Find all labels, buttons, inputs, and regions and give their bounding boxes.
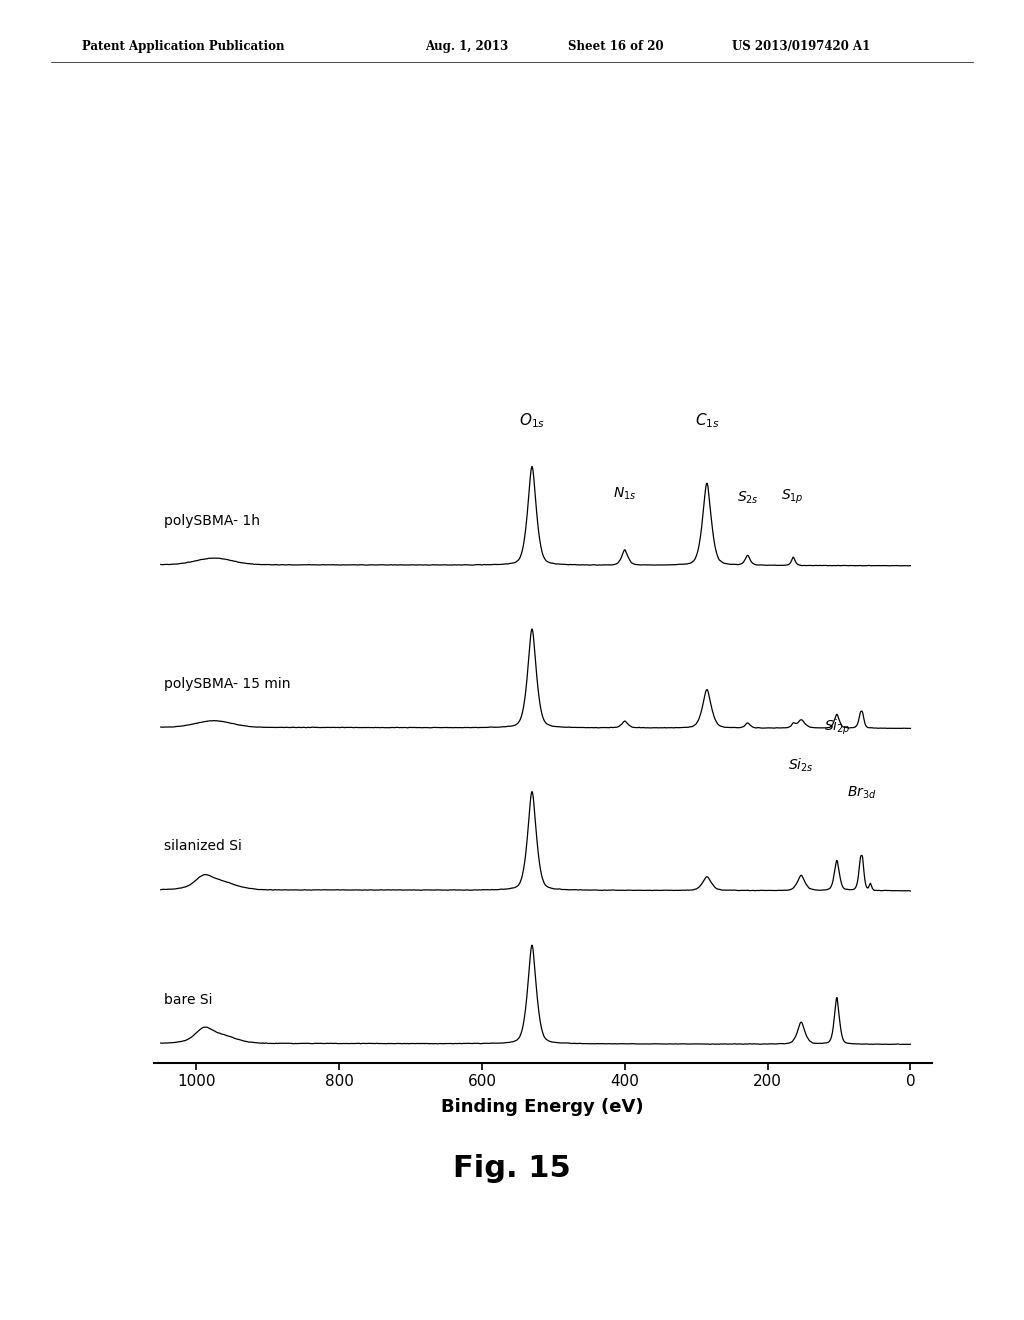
Text: Sheet 16 of 20: Sheet 16 of 20 [568, 40, 664, 53]
Text: $Si_{2p}$: $Si_{2p}$ [823, 718, 850, 738]
Text: Patent Application Publication: Patent Application Publication [82, 40, 285, 53]
Text: $Br_{3d}$: $Br_{3d}$ [847, 784, 877, 801]
Text: $S_{2s}$: $S_{2s}$ [736, 490, 759, 507]
Text: Fig. 15: Fig. 15 [454, 1154, 570, 1183]
Text: polySBMA- 15 min: polySBMA- 15 min [164, 677, 291, 690]
Text: silanized Si: silanized Si [164, 840, 243, 853]
Text: Aug. 1, 2013: Aug. 1, 2013 [425, 40, 508, 53]
X-axis label: Binding Energy (eV): Binding Energy (eV) [441, 1098, 644, 1115]
Text: polySBMA- 1h: polySBMA- 1h [164, 515, 260, 528]
Text: $N_{1s}$: $N_{1s}$ [613, 486, 637, 503]
Text: $Si_{2s}$: $Si_{2s}$ [788, 756, 814, 774]
Text: $C_{1s}$: $C_{1s}$ [694, 412, 719, 430]
Text: US 2013/0197420 A1: US 2013/0197420 A1 [732, 40, 870, 53]
Text: bare Si: bare Si [164, 993, 213, 1007]
Text: $S_{1p}$: $S_{1p}$ [781, 488, 804, 507]
Text: $O_{1s}$: $O_{1s}$ [519, 412, 545, 430]
